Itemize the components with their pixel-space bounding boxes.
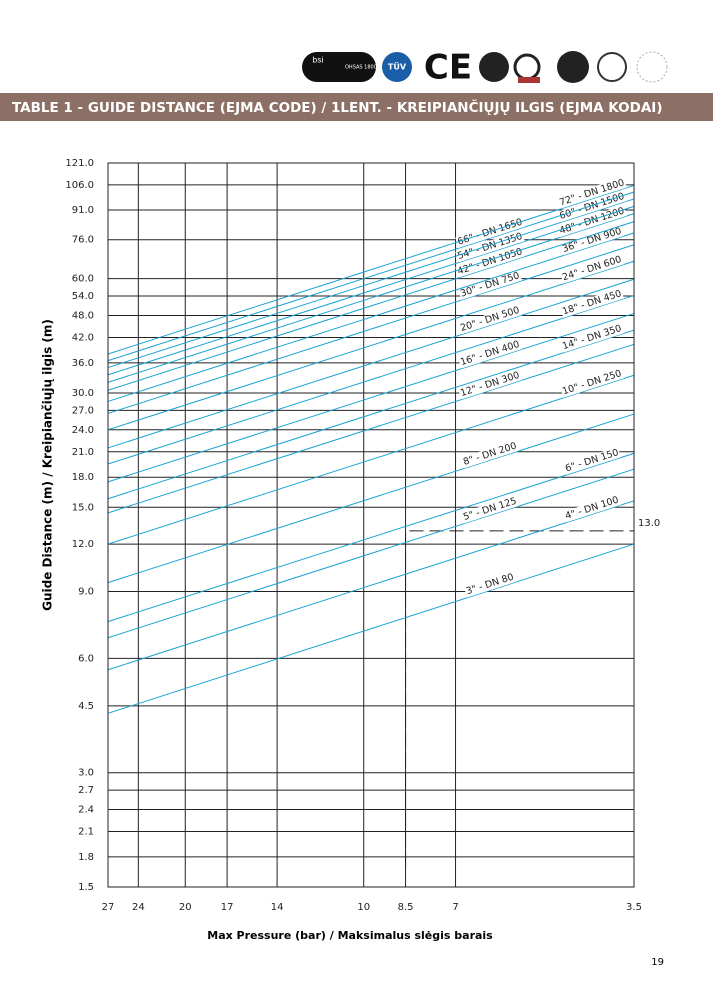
guide-line [107, 500, 635, 671]
guide-line [107, 374, 635, 545]
label-bg [455, 216, 525, 249]
y-tick-label: 12.0 [72, 539, 94, 550]
guide-line [107, 278, 635, 449]
plot-frame [107, 162, 635, 888]
y-tick-label: 76.0 [72, 235, 94, 246]
x-tick-label: 14 [271, 902, 284, 913]
y-tick-label: 54.0 [72, 291, 94, 302]
guide-line [107, 205, 635, 376]
y-tick-label: 48.0 [72, 310, 94, 321]
y-tick-label: 1.5 [78, 882, 94, 893]
y-axis-label: Guide Distance (m) / Kreipiančiųjų ilgis… [41, 319, 55, 611]
label-bg [460, 440, 520, 469]
label-bg [562, 446, 622, 475]
label-bg [455, 230, 525, 263]
guide-line [107, 452, 635, 623]
label-bg [562, 494, 622, 523]
logo-text: TÜV [388, 62, 407, 72]
line-label: 20" - DN 500 [459, 305, 521, 334]
y-tick-label: 9.0 [78, 587, 94, 598]
guide-line [107, 191, 635, 362]
guide-line [107, 213, 635, 383]
logo-text: CE [424, 48, 472, 88]
y-tick-label: 60.0 [72, 274, 94, 285]
x-tick-label: 7 [452, 902, 458, 913]
label-bg [560, 225, 624, 256]
y-tick-label: 42.0 [72, 332, 94, 343]
marker-label: 13.0 [638, 518, 660, 529]
label-bg [560, 253, 624, 284]
label-bg [560, 367, 624, 398]
guide-line [107, 232, 635, 402]
y-tick-label: 21.0 [72, 447, 94, 458]
y-tick-label: 27.0 [72, 405, 94, 416]
guide-line [107, 198, 635, 369]
guide-line [107, 543, 635, 714]
label-bg [560, 322, 624, 353]
bsi-logo [302, 52, 376, 82]
logo-text: OHSAS 18001 [345, 65, 380, 71]
guide-line [107, 413, 635, 584]
y-tick-label: 121.0 [65, 158, 94, 169]
x-tick-label: 8.5 [398, 902, 414, 913]
guide-line [107, 312, 635, 483]
label-bg [560, 287, 624, 318]
y-tick-label: 3.0 [78, 768, 94, 779]
guide-line [107, 184, 635, 355]
label-bg [557, 205, 627, 237]
y-tick-label: 1.8 [78, 852, 94, 863]
label-bg [463, 571, 517, 598]
guide-line [107, 294, 635, 465]
guide-line [107, 329, 635, 500]
label-bg [557, 177, 627, 209]
y-tick-label: 24.0 [72, 425, 94, 436]
logo [597, 52, 627, 82]
guide-line [107, 343, 635, 514]
y-tick-label: 91.0 [72, 205, 94, 216]
label-bg [458, 369, 522, 400]
x-tick-label: 17 [221, 902, 234, 913]
y-tick-label: 2.1 [78, 827, 94, 838]
guide-line [107, 221, 635, 391]
logo [557, 51, 589, 83]
guide-line [107, 468, 635, 639]
page-number: 19 [651, 957, 664, 968]
y-tick-label: 36.0 [72, 358, 94, 369]
y-tick-label: 30.0 [72, 388, 94, 399]
banner [0, 93, 713, 121]
y-tick-label: 4.5 [78, 701, 94, 712]
x-axis-label: Max Pressure (bar) / Maksimalus slėgis b… [207, 929, 493, 942]
label-bg [458, 338, 522, 369]
y-tick-label: 2.4 [78, 804, 94, 815]
y-tick-label: 2.7 [78, 785, 94, 796]
marker-line [405, 530, 634, 867]
label-bg [460, 495, 520, 524]
y-tick-label: 18.0 [72, 472, 94, 483]
line-label: 16" - DN 400 [459, 339, 521, 368]
x-tick-label: 24 [132, 902, 145, 913]
logo [479, 52, 509, 82]
logos: bsi OHSAS 18001 TÜV CE [302, 48, 668, 88]
logo-text: bsi [312, 56, 323, 65]
guide-line [107, 260, 635, 431]
y-tick-label: 15.0 [72, 502, 94, 513]
label-bg [557, 190, 627, 223]
label-bg [458, 270, 522, 300]
line-label: 12" - DN 300 [459, 370, 521, 399]
x-tick-label: 27 [102, 902, 115, 913]
line-label: 3" - DN 80 [465, 572, 515, 598]
label-bg [458, 304, 522, 335]
banner-title: TABLE 1 - GUIDE DISTANCE (EJMA CODE) / 1… [12, 98, 663, 116]
y-tick-label: 106.0 [65, 180, 94, 191]
logo [518, 77, 540, 83]
x-tick-label: 3.5 [626, 902, 642, 913]
guide-line [107, 244, 635, 414]
tuv-logo [382, 52, 412, 82]
x-tick-label: 10 [357, 902, 370, 913]
y-tick-label: 6.0 [78, 653, 94, 664]
logo [513, 53, 541, 81]
logo [636, 51, 668, 83]
x-tick-label: 20 [179, 902, 192, 913]
